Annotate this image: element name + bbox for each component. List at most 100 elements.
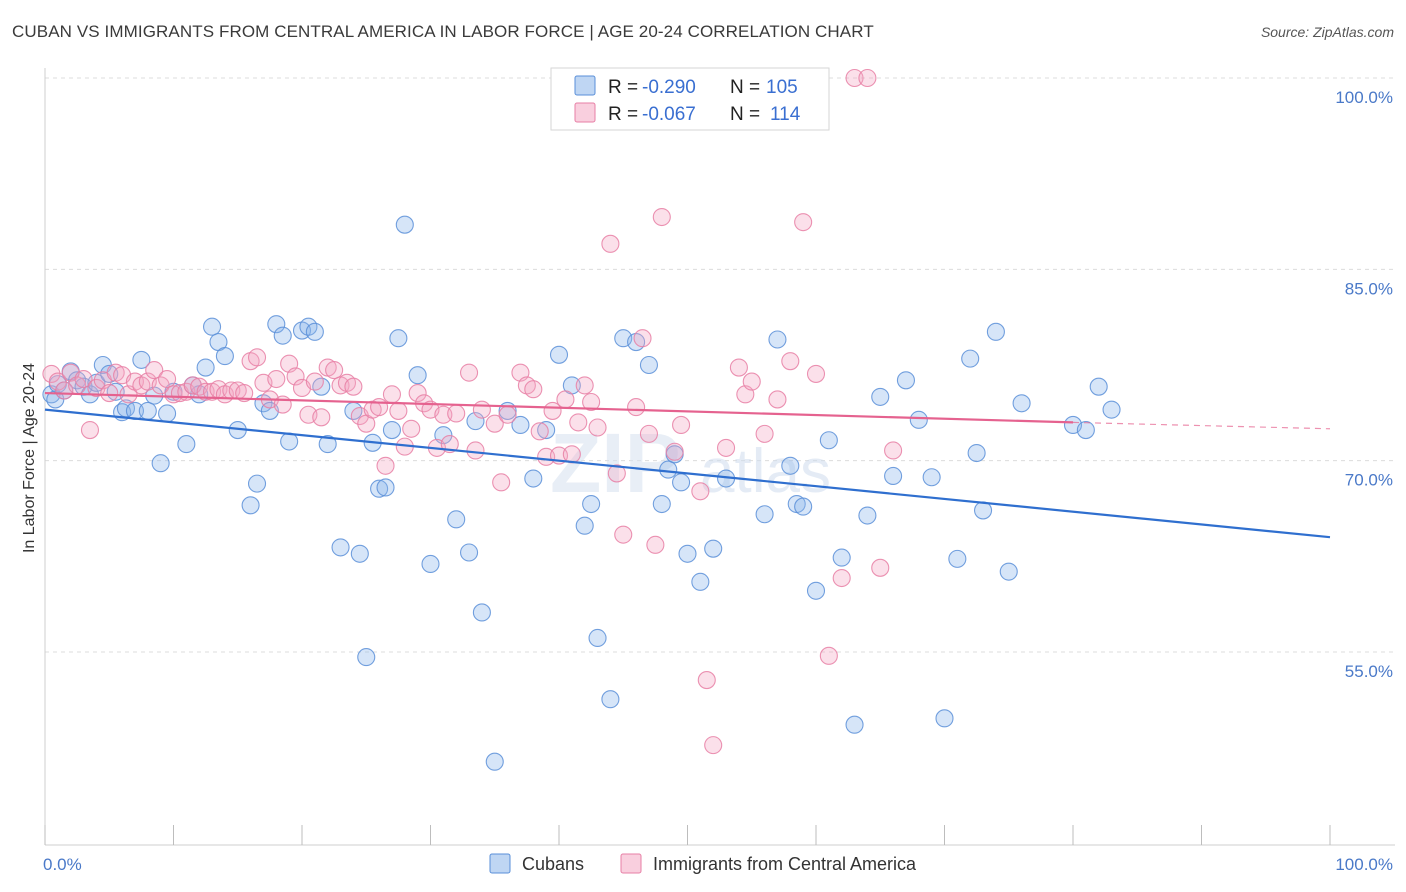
point-central-america-92 [672,415,691,435]
point-cubans-68 [601,690,620,709]
point-central-america-111 [884,441,903,460]
point-cubans-29 [241,496,260,515]
point-central-america-35 [267,369,286,389]
point-central-america-0 [42,364,61,383]
point-cubans-5 [68,371,87,390]
point-central-america-66 [472,400,491,419]
point-central-america-80 [575,376,594,395]
point-central-america-52 [376,456,395,475]
point-cubans-24 [196,358,215,377]
point-central-america-87 [633,329,652,348]
point-cubans-48 [382,421,402,440]
point-cubans-66 [582,494,601,514]
source-label: Source: ZipAtlas.com [1260,24,1394,40]
point-central-america-89 [646,535,665,554]
point-cubans-76 [678,544,697,563]
point-central-america-84 [607,464,626,483]
point-central-america-97 [716,438,736,457]
y-tick-label-2: 85.0% [1345,279,1393,298]
point-cubans-72 [652,494,671,514]
point-central-america-61 [434,405,453,424]
point-cubans-63 [549,345,569,364]
point-cubans-100 [986,322,1005,341]
point-cubans-41 [331,538,350,557]
point-cubans-82 [781,456,800,475]
point-central-america-30 [235,384,254,403]
series-legend: Cubans Immigrants from Central America [489,853,917,874]
point-central-america-17 [151,376,170,395]
point-cubans-62 [537,421,556,440]
point-central-america-51 [370,398,389,417]
point-cubans-65 [575,516,594,535]
point-central-america-90 [652,207,671,227]
legend-r-label-0: R = [608,77,638,98]
point-cubans-95 [935,709,954,728]
point-central-america-100 [742,372,761,391]
point-cubans-85 [806,581,826,600]
point-central-america-68 [492,473,511,492]
point-cubans-52 [421,554,440,574]
legend-swatch-cubans [574,75,596,96]
point-cubans-90 [871,387,890,406]
point-central-america-79 [569,413,588,432]
legend-n-label-1: N = [730,104,760,125]
point-central-america-9 [100,384,119,403]
point-central-america-95 [697,671,716,690]
point-central-america-83 [601,234,620,253]
point-central-america-53 [382,385,402,404]
point-cubans-92 [896,371,916,390]
point-central-america-74 [537,447,556,466]
point-central-america-44 [325,361,344,380]
series-legend-label-cubans: Cubans [522,854,584,874]
x-tick-labels: 0.0% 100.0% [43,855,1393,874]
point-central-america-81 [582,392,601,412]
legend-box [550,67,830,131]
point-central-america-64 [459,363,479,382]
point-cubans-56 [466,412,485,431]
trend-lines [44,391,1331,539]
point-cubans-25 [203,317,222,336]
point-central-america-106 [819,646,838,665]
y-tick-label-3: 100.0% [1335,88,1393,107]
point-cubans-47 [376,478,395,497]
y-tick-labels: 55.0% 70.0% 85.0% 100.0% [1335,88,1393,681]
point-cubans-40 [318,435,337,454]
point-central-america-6 [80,421,100,440]
point-central-america-88 [639,424,659,443]
point-cubans-30 [247,474,267,493]
y-tick-label-0: 55.0% [1345,662,1393,681]
point-cubans-102 [1012,394,1031,413]
point-central-america-65 [466,441,485,460]
point-cubans-75 [672,473,691,492]
watermark: ZIP atlas [550,416,831,510]
point-central-america-104 [794,213,813,232]
point-central-america-96 [704,736,723,755]
legend-r-label-1: R = [608,104,638,125]
point-cubans-71 [639,355,659,375]
point-cubans-43 [350,544,369,563]
point-cubans-86 [819,431,838,450]
point-central-america-103 [781,352,800,371]
series-legend-label-central-america: Immigrants from Central America [653,854,917,874]
series-legend-swatch-cubans [489,853,511,874]
legend-n-value-0: 105 [766,77,798,98]
point-cubans-105 [1089,377,1108,396]
point-cubans-58 [485,752,504,771]
point-cubans-80 [755,505,774,524]
point-central-america-72 [524,380,543,399]
trend-line-extension-central-america [1072,421,1331,430]
point-cubans-91 [884,466,903,486]
point-central-america-54 [389,401,408,420]
point-central-america-98 [729,358,748,377]
point-cubans-97 [961,349,980,368]
point-central-america-18 [158,369,177,389]
point-cubans-44 [357,648,376,667]
legend-r-value-0: -0.290 [642,77,696,98]
point-cubans-93 [909,410,928,429]
point-central-america-57 [408,384,427,403]
trend-line-central-america [44,391,1074,424]
point-cubans-49 [389,329,408,348]
axes [44,68,1395,846]
point-central-america-78 [562,445,581,464]
point-central-america-56 [402,419,421,438]
